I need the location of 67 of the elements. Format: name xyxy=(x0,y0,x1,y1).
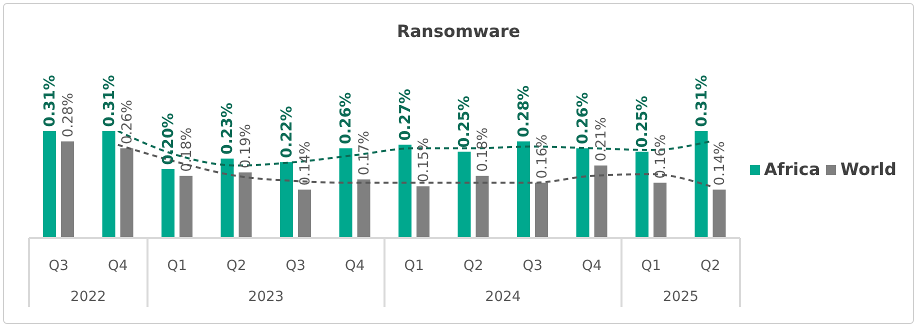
x-tick-label: Q3 xyxy=(48,258,69,274)
legend-label: Africa xyxy=(763,160,820,180)
bar xyxy=(654,182,666,238)
bar xyxy=(61,141,74,238)
x-tick-label: Q3 xyxy=(522,258,543,274)
data-label: 0.22% xyxy=(278,106,296,158)
bar xyxy=(694,131,708,238)
text: 2024 xyxy=(485,289,521,305)
x-tick-label: Q1 xyxy=(641,258,662,274)
x-tick-label: Q1 xyxy=(167,258,188,274)
data-label: 0.25% xyxy=(455,96,474,148)
data-label: 0.28% xyxy=(60,92,76,138)
data-label: 0.31% xyxy=(100,74,118,127)
data-label: 0.21% xyxy=(594,117,610,162)
bar xyxy=(576,148,590,238)
data-label: 0.18% xyxy=(475,127,492,172)
data-label: 0.20% xyxy=(159,112,177,165)
bar xyxy=(458,152,471,238)
bar xyxy=(180,176,192,238)
text: 2025 xyxy=(662,289,699,305)
x-tick-label: Q1 xyxy=(404,258,424,274)
x-tick-label: Q4 xyxy=(108,258,128,274)
bar xyxy=(476,176,489,238)
legend-label: World xyxy=(839,160,897,180)
data-label: 0.14% xyxy=(712,141,728,186)
bar xyxy=(712,190,726,238)
bar xyxy=(43,131,56,238)
bar xyxy=(339,148,352,238)
bar xyxy=(594,166,608,238)
text: 2022 xyxy=(70,289,106,305)
bar xyxy=(220,158,234,238)
chart-title: Ransomware xyxy=(396,22,522,42)
data-label: 0.26% xyxy=(336,92,355,144)
data-label: 0.19% xyxy=(238,124,254,168)
data-label: 0.25% xyxy=(633,96,651,148)
data-label: 0.15% xyxy=(416,138,432,182)
data-label: 0.26% xyxy=(574,92,592,144)
bar xyxy=(517,141,530,238)
bar xyxy=(416,186,430,238)
x-tick-label: Q3 xyxy=(286,258,306,274)
data-label: 0.16% xyxy=(534,134,550,179)
x-tick-label: Q2 xyxy=(226,258,246,274)
data-label: 0.17% xyxy=(356,130,373,176)
bar xyxy=(238,172,252,238)
text: 2023 xyxy=(248,289,284,305)
x-tick-label: Q4 xyxy=(344,258,365,274)
data-label: 0.26% xyxy=(120,100,136,144)
data-label: 0.14% xyxy=(298,141,314,186)
x-tick-label: Q4 xyxy=(582,258,602,274)
bar xyxy=(102,131,116,238)
bar xyxy=(298,190,311,238)
bar xyxy=(162,168,174,238)
data-label: 0.16% xyxy=(653,134,669,179)
data-label: 0.31% xyxy=(692,74,710,127)
data-label: 0.27% xyxy=(396,88,414,141)
bar xyxy=(280,162,293,238)
x-tick-label: Q2 xyxy=(463,258,484,274)
data-label: 0.23% xyxy=(218,102,236,155)
bar xyxy=(535,182,548,238)
data-label: 0.28% xyxy=(514,85,532,138)
data-label: 0.31% xyxy=(40,74,58,127)
bar xyxy=(636,152,648,238)
bar xyxy=(398,144,412,238)
bar xyxy=(357,179,370,238)
bar xyxy=(120,148,134,238)
data-label: 0.18% xyxy=(179,127,195,172)
x-tick-label: Q2 xyxy=(700,258,720,274)
